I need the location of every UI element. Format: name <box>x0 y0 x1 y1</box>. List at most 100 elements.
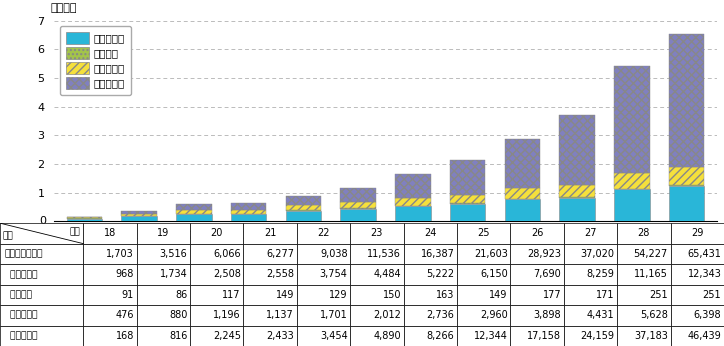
Bar <box>122 211 157 214</box>
Text: 8,266: 8,266 <box>426 331 455 341</box>
Bar <box>404 284 457 305</box>
Bar <box>243 244 297 264</box>
Text: 12,344: 12,344 <box>474 331 508 341</box>
Bar <box>340 188 376 202</box>
Bar <box>243 284 297 305</box>
Bar <box>564 244 617 264</box>
Text: 怠慢・拒否: 怠慢・拒否 <box>4 311 38 320</box>
Text: 25: 25 <box>477 228 490 238</box>
Bar <box>190 305 243 326</box>
Text: 20: 20 <box>211 228 223 238</box>
Bar <box>83 264 137 284</box>
Bar <box>350 326 404 346</box>
Text: 1,703: 1,703 <box>106 249 134 259</box>
Text: 1,734: 1,734 <box>159 269 188 279</box>
Text: 29: 29 <box>691 228 704 238</box>
Bar <box>510 264 564 284</box>
Bar <box>617 284 670 305</box>
Text: 2,433: 2,433 <box>266 331 294 341</box>
Bar <box>243 305 297 326</box>
Text: 通告人員（人）: 通告人員（人） <box>4 249 43 258</box>
Bar <box>457 264 510 284</box>
Text: 5,628: 5,628 <box>640 310 668 320</box>
Bar <box>510 326 564 346</box>
Bar <box>670 264 724 284</box>
Bar <box>176 204 211 210</box>
Text: 2,558: 2,558 <box>266 269 294 279</box>
Text: 19: 19 <box>157 228 169 238</box>
Text: 年次: 年次 <box>70 227 80 236</box>
Text: 11,165: 11,165 <box>634 269 668 279</box>
Bar <box>297 305 350 326</box>
Text: 1,196: 1,196 <box>213 310 241 320</box>
Bar <box>243 264 297 284</box>
Text: 168: 168 <box>116 331 134 341</box>
Bar <box>450 203 486 204</box>
Text: 21,603: 21,603 <box>474 249 508 259</box>
Bar <box>457 244 510 264</box>
Bar <box>67 219 102 221</box>
Bar <box>137 326 190 346</box>
Legend: 身体的虐待, 性的虐待, 怠慢・拒否, 心理的虐待: 身体的虐待, 性的虐待, 怠慢・拒否, 心理的虐待 <box>59 26 131 95</box>
Text: 3,516: 3,516 <box>159 249 188 259</box>
Bar <box>0 305 83 326</box>
Bar <box>614 189 649 221</box>
Text: 性的虐待: 性的虐待 <box>4 290 32 299</box>
Bar <box>340 208 376 209</box>
Bar <box>297 244 350 264</box>
Bar <box>285 211 321 221</box>
Bar <box>0 244 83 264</box>
Bar <box>670 305 724 326</box>
Bar <box>510 244 564 264</box>
Bar <box>297 284 350 305</box>
Bar <box>510 223 564 244</box>
Bar <box>395 206 431 207</box>
Text: 150: 150 <box>382 290 401 300</box>
Bar <box>137 305 190 326</box>
Text: 149: 149 <box>276 290 294 300</box>
Bar <box>297 326 350 346</box>
Bar <box>617 244 670 264</box>
Bar <box>395 207 431 221</box>
Bar <box>395 198 431 206</box>
Bar <box>450 204 486 221</box>
Bar <box>457 326 510 346</box>
Bar <box>560 197 595 198</box>
Text: 6,150: 6,150 <box>480 269 508 279</box>
Bar <box>614 66 649 173</box>
Text: 2,012: 2,012 <box>373 310 401 320</box>
Text: 22: 22 <box>317 228 330 238</box>
Text: 46,439: 46,439 <box>688 331 721 341</box>
Text: 11,536: 11,536 <box>367 249 401 259</box>
Bar <box>190 284 243 305</box>
Text: 1,137: 1,137 <box>266 310 294 320</box>
Bar <box>137 223 190 244</box>
Bar <box>560 184 595 197</box>
Text: 251: 251 <box>703 290 721 300</box>
Bar <box>670 326 724 346</box>
Bar <box>670 223 724 244</box>
Text: 5,222: 5,222 <box>426 269 455 279</box>
Text: 8,259: 8,259 <box>586 269 615 279</box>
Text: 24,159: 24,159 <box>581 331 615 341</box>
Text: 177: 177 <box>542 290 561 300</box>
Text: 968: 968 <box>116 269 134 279</box>
Bar <box>137 284 190 305</box>
Bar <box>350 284 404 305</box>
Text: 129: 129 <box>329 290 348 300</box>
Bar <box>190 326 243 346</box>
Bar <box>617 326 670 346</box>
Text: 4,484: 4,484 <box>374 269 401 279</box>
Text: 251: 251 <box>649 290 668 300</box>
Bar <box>285 206 321 210</box>
Bar <box>404 326 457 346</box>
Bar <box>669 186 704 221</box>
Bar <box>564 305 617 326</box>
Bar <box>83 244 137 264</box>
Bar <box>457 305 510 326</box>
Bar <box>83 223 137 244</box>
Bar <box>243 223 297 244</box>
Text: 816: 816 <box>169 331 188 341</box>
Text: 心理的虐待: 心理的虐待 <box>4 331 38 340</box>
Text: 区分: 区分 <box>3 231 14 240</box>
